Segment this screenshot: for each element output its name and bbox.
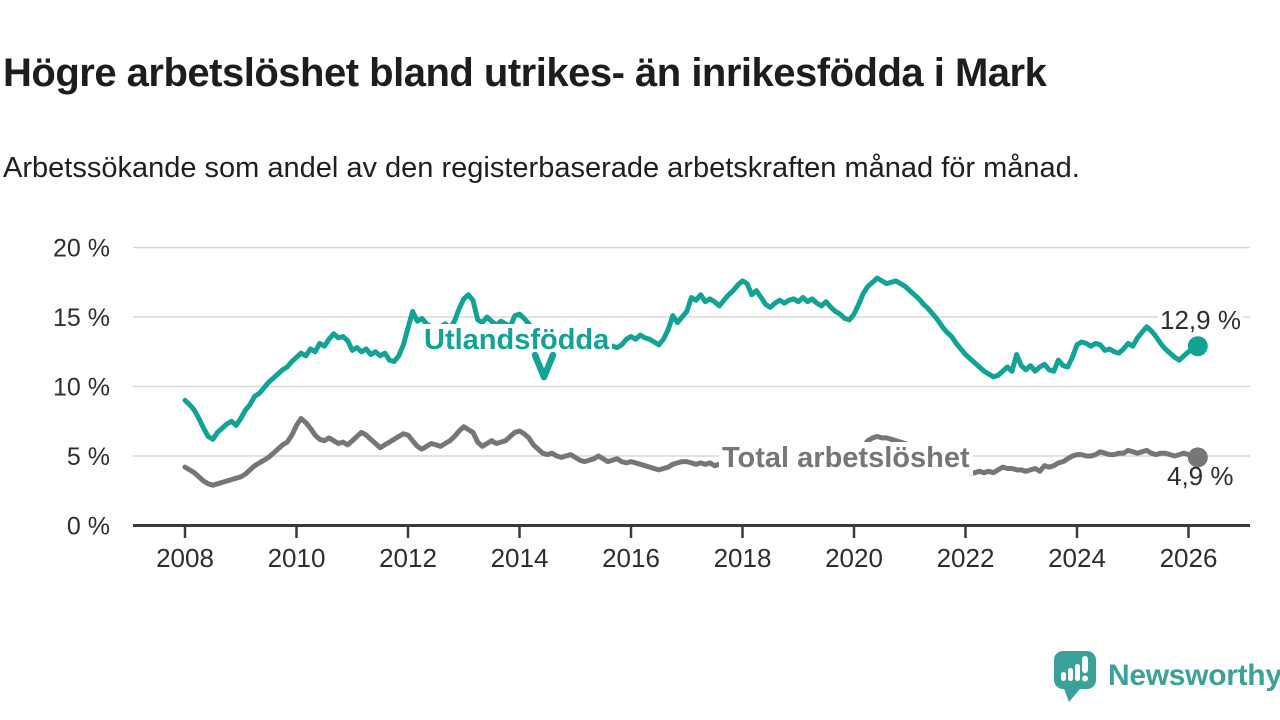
svg-text:2018: 2018 [714,543,772,573]
svg-text:5 %: 5 % [67,443,110,471]
newsworthy-logo-text: Newsworthy [1108,659,1280,692]
svg-text:15 %: 15 % [53,304,110,332]
newsworthy-logo: Newsworthy [1052,648,1280,704]
end-value-utlandsfodda: 12,9 % [1158,305,1243,336]
svg-text:10 %: 10 % [53,374,110,402]
svg-text:2026: 2026 [1160,543,1218,573]
series-label-total: Total arbetslöshet [719,442,973,475]
svg-text:2016: 2016 [602,543,660,573]
svg-text:2010: 2010 [268,543,326,573]
svg-text:0 %: 0 % [67,513,110,541]
svg-text:2014: 2014 [491,543,549,573]
svg-text:2012: 2012 [379,543,437,573]
svg-text:20 %: 20 % [53,235,110,263]
chart-subtitle: Arbetssökande som andel av den registerb… [3,152,1080,184]
end-value-total: 4,9 % [1167,461,1234,491]
newsworthy-logo-icon [1054,651,1096,702]
svg-text:2024: 2024 [1048,543,1106,573]
svg-text:2022: 2022 [937,543,995,573]
series-label-utlandsfodda: Utlandsfödda [421,324,613,357]
svg-text:2008: 2008 [156,543,214,573]
svg-text:2020: 2020 [825,543,883,573]
down-arrow-icon [531,352,557,381]
page-title: Högre arbetslöshet bland utrikes- än inr… [3,50,1047,95]
